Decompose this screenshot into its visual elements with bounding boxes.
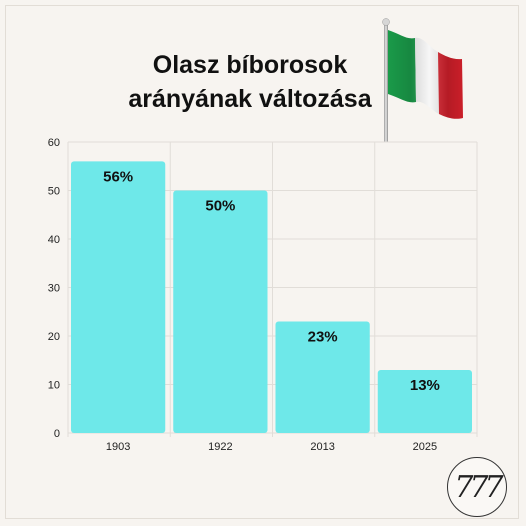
bar: [71, 161, 166, 433]
data-label: 50%: [205, 198, 235, 215]
y-tick-label: 60: [48, 137, 60, 149]
y-tick-label: 10: [48, 380, 60, 392]
y-tick-label: 0: [54, 428, 60, 440]
bar: [173, 190, 268, 433]
y-tick-label: 30: [48, 283, 60, 295]
y-tick-label: 50: [48, 186, 60, 198]
x-tick-label: 2013: [310, 441, 334, 453]
x-tick-label: 1922: [208, 441, 232, 453]
chart-title: Olasz bíborosok arányának változása: [100, 48, 400, 116]
x-tick-label: 1903: [106, 441, 130, 453]
brand-logo: 777: [447, 457, 507, 517]
data-label: 13%: [410, 377, 440, 394]
data-label: 56%: [103, 168, 133, 185]
card-frame: [5, 5, 519, 519]
x-tick-label: 2025: [413, 441, 437, 453]
data-label: 23%: [308, 328, 338, 345]
y-tick-label: 20: [48, 331, 60, 343]
italian-flag-icon: [375, 14, 470, 144]
y-tick-label: 40: [48, 234, 60, 246]
bar: [377, 369, 472, 433]
title-line-2: arányának változása: [128, 85, 372, 113]
bar: [275, 321, 370, 433]
title-line-1: Olasz bíborosok: [152, 51, 348, 79]
logo-text: 777: [454, 469, 503, 505]
